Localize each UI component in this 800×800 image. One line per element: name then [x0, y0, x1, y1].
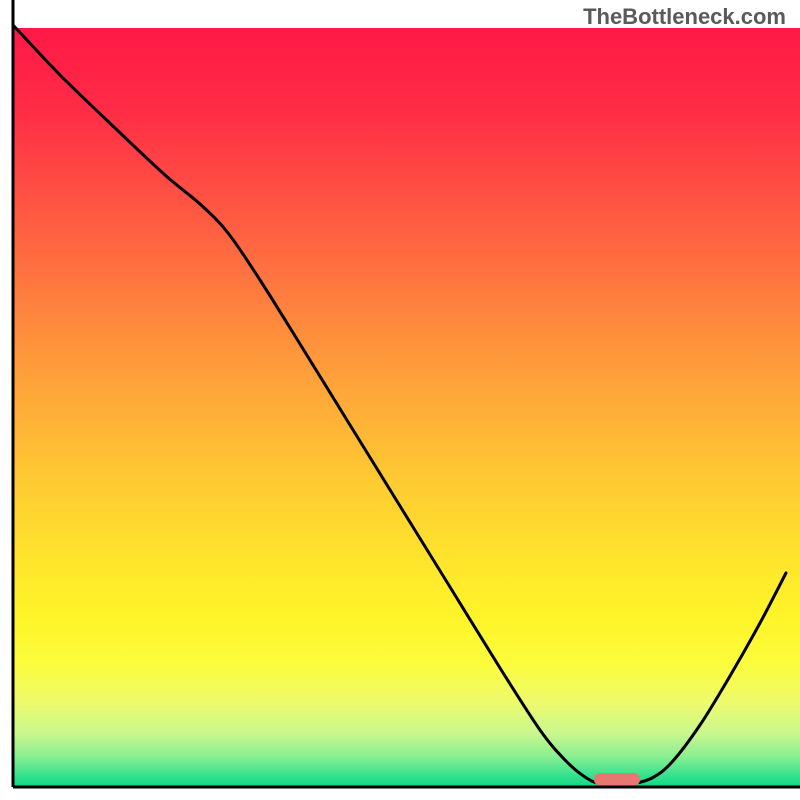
gradient-background: [0, 0, 800, 800]
watermark-text: TheBottleneck.com: [583, 4, 786, 30]
chart-container: TheBottleneck.com: [0, 0, 800, 800]
optimum-marker: [594, 773, 640, 786]
